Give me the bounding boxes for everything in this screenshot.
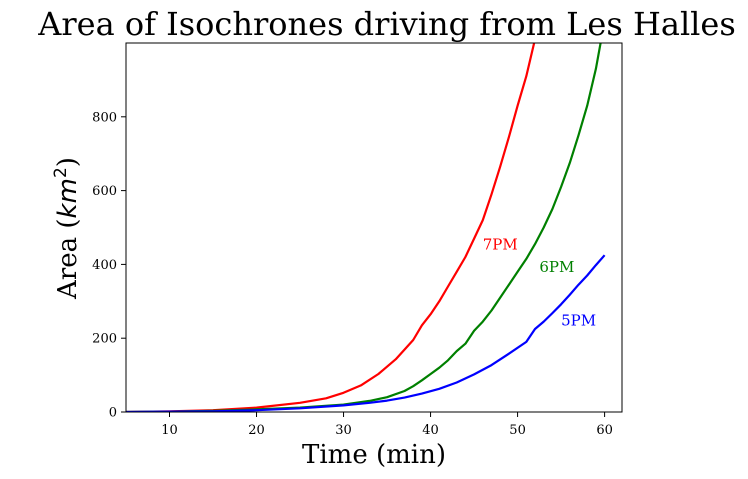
x-tick-label: 30 [335,423,352,438]
x-tick-label: 50 [509,423,526,438]
series-line-5pm [126,254,606,412]
annotation-layer: 7PM 6PM 5PM [483,236,596,330]
x-axis-label: Time (min) [302,440,446,470]
series-annotation-7pm: 7PM [483,236,518,254]
series-annotation-5pm: 5PM [561,311,596,329]
series-annotation-6pm: 6PM [539,258,574,276]
series-line-6pm [126,43,602,412]
series-line-7pm [126,43,536,412]
x-tick-label: 40 [422,423,439,438]
y-tick-label: 400 [92,258,117,273]
plot-frame [125,42,623,413]
y-tick-label: 600 [92,184,117,199]
x-tick-label: 10 [161,423,178,438]
series-layer [126,43,606,412]
y-tick-label: 800 [92,110,117,125]
x-tick-label: 60 [596,423,613,438]
x-tick-label: 20 [248,423,265,438]
y-axis-label: Area (km2) [51,157,83,300]
y-tick-label: 0 [109,406,117,421]
chart-title: Area of Isochrones driving from Les Hall… [37,5,736,43]
y-tick-label: 200 [92,332,117,347]
